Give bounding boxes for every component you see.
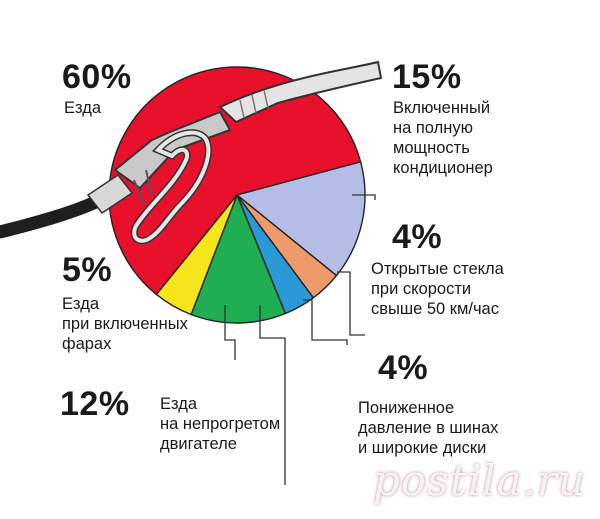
pie-slice-0 [108,66,362,296]
leader-line-ac [352,194,376,200]
label-drive-text: Езда [64,99,102,117]
leader-line-windows [337,271,365,336]
leader-line-cold [259,305,286,485]
label-lights-text: Езда при включенных фарах [62,295,188,353]
label-lights-percent: 5% [62,251,113,289]
label-drive-percent: 60% [62,58,132,96]
leader-line-tires [303,299,348,345]
label-windows-text: Открытые стекла при скорости свыше 50 км… [371,260,504,318]
label-tires-text: Пониженное давление в шинах и широкие ди… [358,399,499,457]
pie-slice-4 [190,193,287,324]
label-ac-percent: 15% [392,58,462,96]
label-ac-text: Включенный на полную мощность кондиционе… [393,99,493,177]
leader-lines [224,194,376,485]
label-cold-text: Езда на непрогретом двигателе [160,395,281,453]
fuel-nozzle-icon [0,60,383,245]
label-cold-percent: 12% [60,385,130,423]
pie-slices [108,66,366,324]
leader-line-lights [224,305,236,360]
watermark: postila.ru [373,456,586,505]
label-windows-percent: 4% [392,218,443,256]
pie-slice-5 [155,194,238,316]
pie-slice-1 [235,161,366,277]
label-tires-percent: 4% [378,349,429,387]
